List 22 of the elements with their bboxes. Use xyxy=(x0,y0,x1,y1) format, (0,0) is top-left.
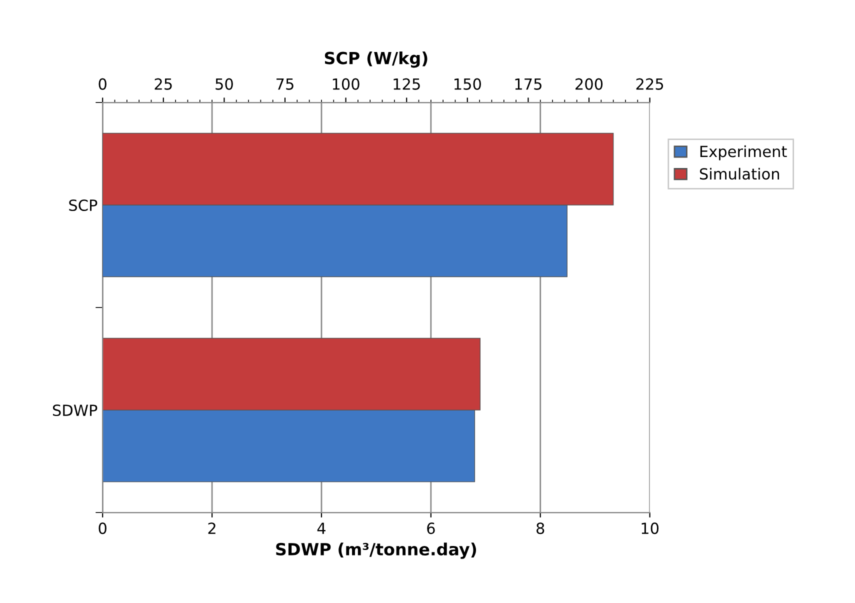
x2-tick-label: 200 xyxy=(576,78,603,90)
x2-tick-label: 100 xyxy=(332,78,360,90)
x2-tick-label: 175 xyxy=(515,78,542,90)
x2-tick-label: 0 xyxy=(98,78,106,90)
x-tick-label: 4 xyxy=(317,522,326,534)
legend-label: Experiment xyxy=(700,145,787,160)
y-tick-label: SDWP xyxy=(52,404,98,416)
x2-tick-label: 150 xyxy=(454,78,481,90)
x2-tick-label: 50 xyxy=(216,78,233,90)
x-axis-title: SDWP (m³/tonne.day) xyxy=(276,542,476,559)
legend-label: Simulation xyxy=(700,168,780,180)
x-tick-label: 10 xyxy=(642,522,659,534)
x-tick-label: 0 xyxy=(98,522,106,534)
x2-axis-title: SCP (W/kg) xyxy=(324,51,428,68)
y-tick-label: SCP xyxy=(69,199,98,212)
x2-tick-label: 25 xyxy=(154,78,172,90)
x2-tick-label: 75 xyxy=(276,78,294,90)
x2-tick-label: 125 xyxy=(394,78,420,90)
x-tick-label: 6 xyxy=(427,522,435,534)
x2-tick-label: 225 xyxy=(636,78,664,90)
x-tick-label: 2 xyxy=(208,522,216,534)
x-tick-label: 8 xyxy=(536,522,544,534)
